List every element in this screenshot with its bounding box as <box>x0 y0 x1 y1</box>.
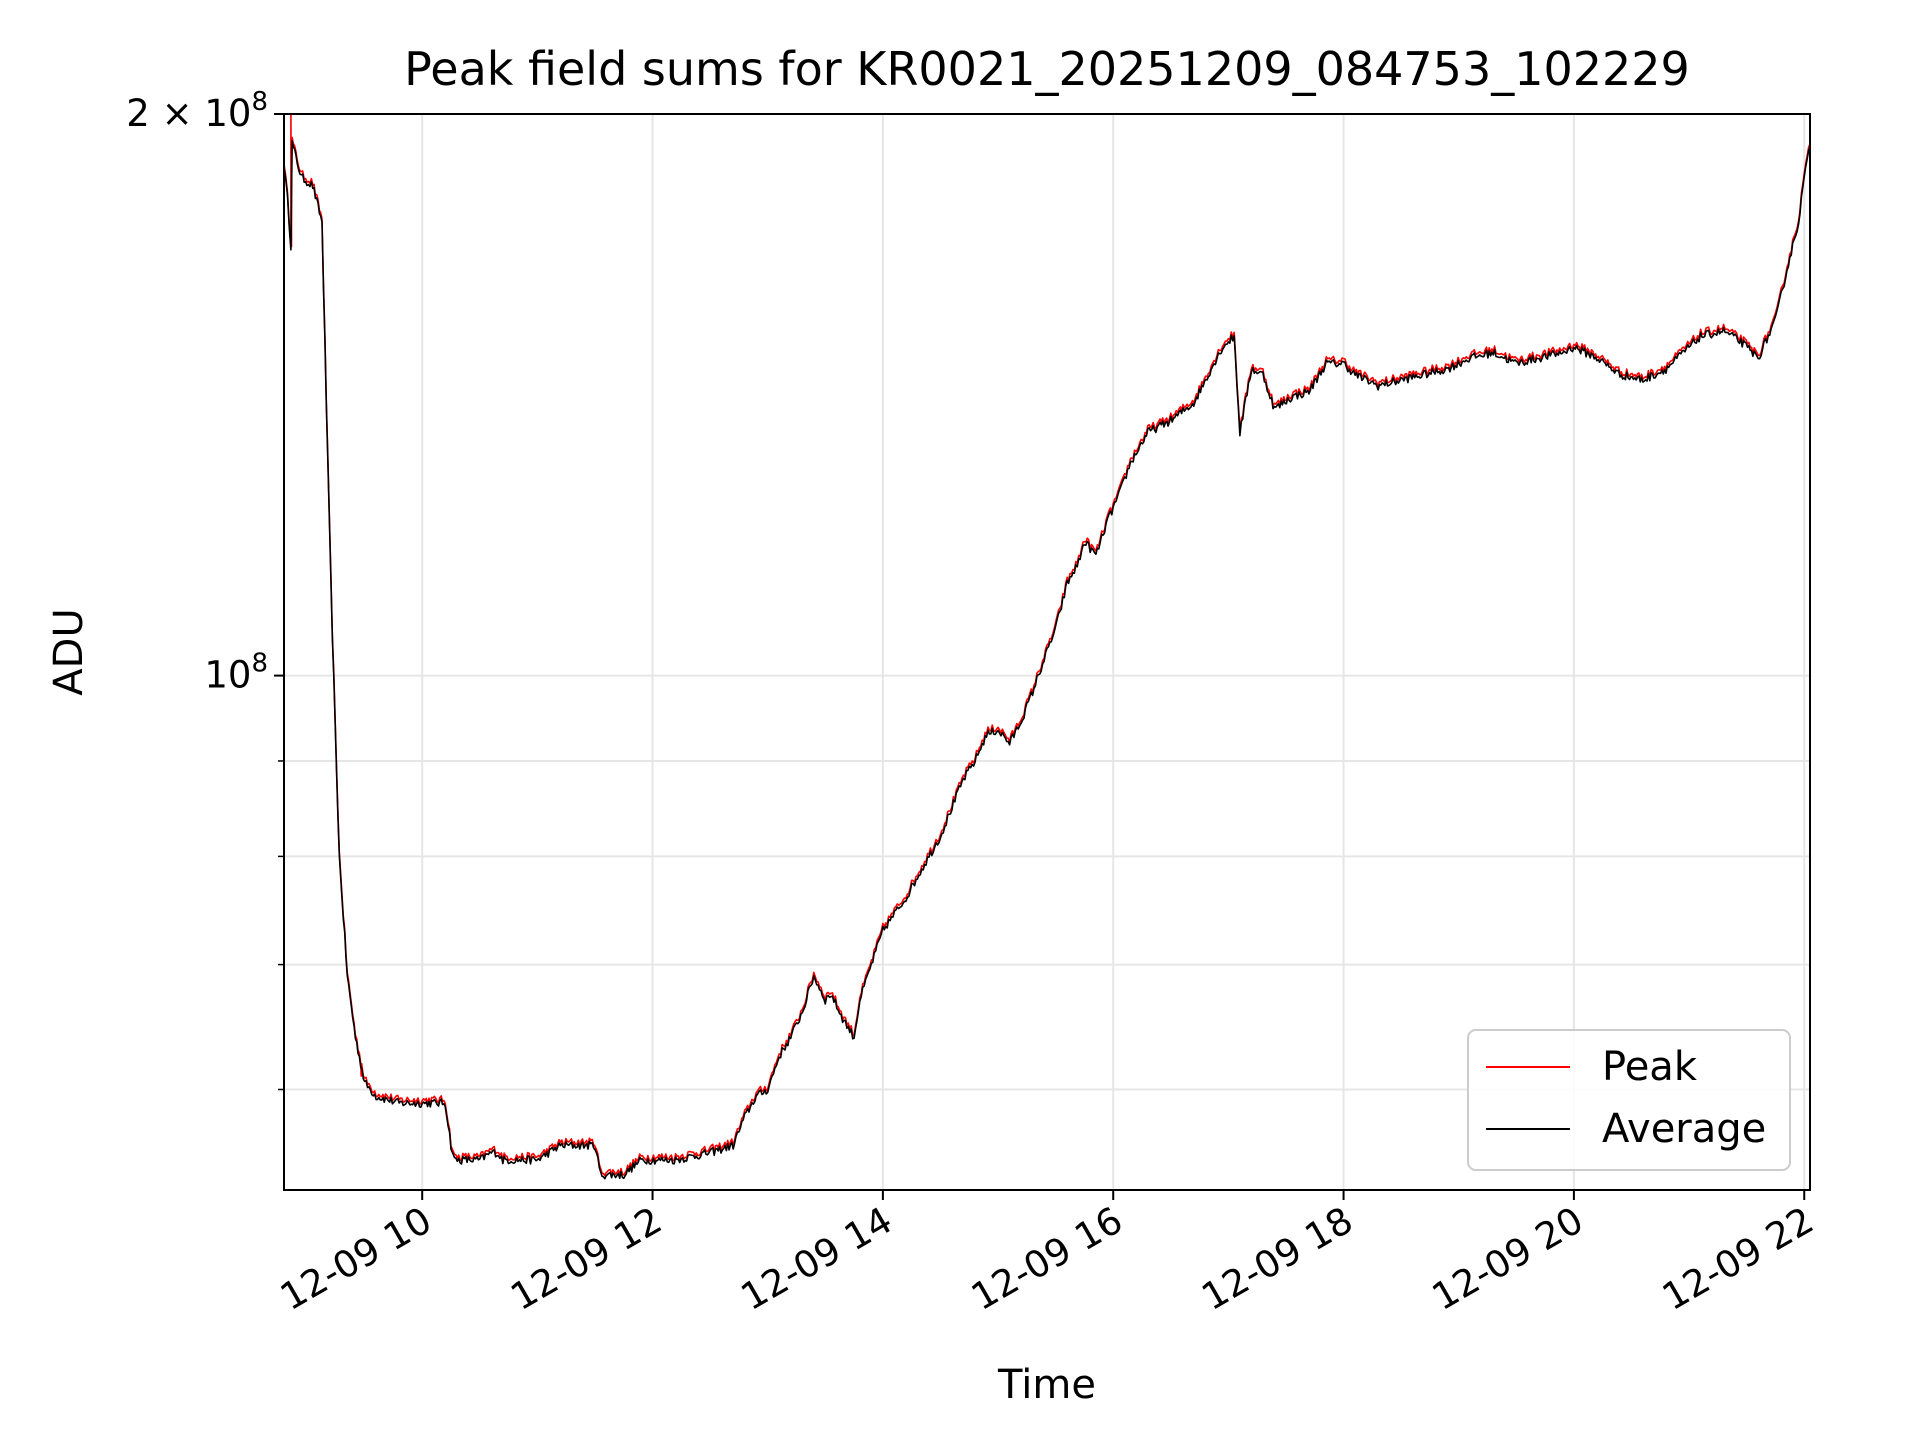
chart-title: Peak field sums for KR0021_20251209_0847… <box>404 42 1690 96</box>
series-line-peak <box>283 113 1811 1177</box>
legend: Peak Average <box>1467 1029 1791 1171</box>
legend-label-average: Average <box>1602 1106 1766 1152</box>
legend-label-peak: Peak <box>1602 1044 1698 1090</box>
x-axis-label: Time <box>997 1362 1096 1408</box>
plot-frame <box>283 113 1811 1191</box>
y-tick-label-1: 2 × 108 <box>126 87 268 135</box>
legend-box <box>1467 1029 1791 1171</box>
y-tick-label-0: 108 <box>204 649 268 697</box>
series-group <box>283 113 1811 1180</box>
y-axis-label: ADU <box>46 608 92 695</box>
y-axis: 108 2 × 108 <box>126 87 284 1091</box>
series-line-average <box>283 139 1811 1180</box>
